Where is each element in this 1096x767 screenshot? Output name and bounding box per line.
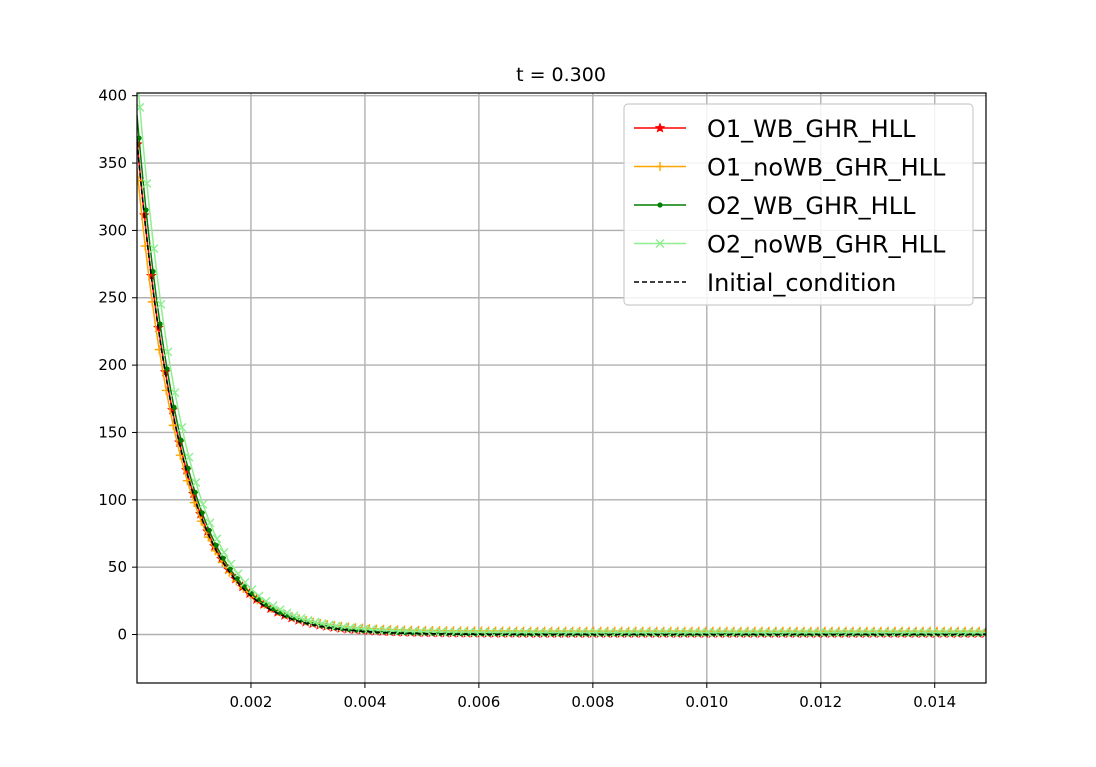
legend-label: O1_noWB_GHR_HLL [707,154,946,182]
x-tick-label: 0.002 [229,693,272,711]
y-tick-label: 250 [98,289,127,307]
plus-marker [168,420,178,430]
x-marker [268,601,278,611]
y-tick-label: 0 [117,626,127,644]
x-marker [261,596,271,606]
x-marker [198,499,208,509]
series-layer [137,93,986,639]
dot-marker [164,366,170,372]
x-marker [655,239,665,248]
series-Initial_condition [137,141,986,636]
y-tick-label: 100 [98,491,127,509]
x-marker [177,422,187,432]
legend-entry: O2_WB_GHR_HLL [634,192,916,220]
dot-marker [657,202,663,208]
x-marker [191,478,201,488]
x-tick-label: 0.004 [343,693,386,711]
x-tick-label: 0.012 [799,693,842,711]
dot-marker [171,404,177,410]
dot-marker [143,207,149,213]
dot-marker [192,489,198,495]
legend-entry: O1_WB_GHR_HLL [634,115,916,143]
x-marker [829,627,839,637]
plus-marker [655,162,665,171]
dot-marker [150,268,156,275]
y-tick-label: 200 [98,356,127,374]
x-marker [212,534,222,544]
x-marker [219,547,229,557]
legend-entry: Initial_condition [634,269,896,297]
dot-marker [206,527,212,533]
x-marker [317,619,327,629]
y-tick-label: 300 [98,221,127,239]
x-marker [149,244,159,254]
legend-entry: O1_noWB_GHR_HLL [634,154,946,182]
legend-entry: O2_noWB_GHR_HLL [634,231,946,259]
y-tick-label: 350 [98,154,127,172]
star-marker [654,122,666,133]
x-tick-label: 0.014 [913,693,956,711]
y-tick-label: 400 [98,87,127,105]
dot-marker [157,321,163,327]
x-marker [254,591,264,601]
x-marker [184,452,194,462]
plus-marker [196,516,206,526]
legend-box [623,103,974,306]
dot-marker [234,575,240,582]
dot-marker [178,437,184,443]
dot-marker [137,135,142,141]
legend-label: O2_noWB_GHR_HLL [707,231,946,259]
x-tick-label: 0.008 [571,693,614,711]
x-marker [156,299,166,309]
dot-marker [220,555,226,561]
x-marker [233,569,243,579]
x-tick-label: 0.010 [685,693,728,711]
x-marker [170,388,180,398]
y-axis: 0 50 100 150 200 250 300 350 400 [98,87,137,644]
y-tick-label: 150 [98,423,127,441]
plus-marker [137,176,143,186]
plot-frame [136,92,987,684]
series-line [137,141,986,636]
x-marker [226,559,236,569]
x-marker [142,179,152,188]
x-marker [240,577,250,587]
x-axis: 0.002 0.004 0.006 0.008 0.010 0.012 0.014 [229,683,956,711]
x-tick-label: 0.006 [457,693,500,711]
grid [137,93,986,683]
chart-title: t = 0.300 [516,64,606,86]
legend-label: Initial_condition [707,269,896,297]
x-marker [661,627,671,637]
legend: O1_WB_GHR_HLL O1_noWB_GHR_HLL O2_WB_GHR_HL… [623,103,974,306]
x-marker [717,627,727,637]
x-marker [773,627,783,637]
x-marker [163,347,173,357]
plot-area [137,93,986,639]
x-marker [205,518,215,528]
legend-label: O1_WB_GHR_HLL [707,115,916,143]
plus-marker [182,476,192,486]
legend-label: O2_WB_GHR_HLL [707,192,916,220]
plus-marker [175,450,185,460]
dot-marker [213,542,219,548]
y-tick-label: 50 [108,558,127,576]
x-marker [604,627,614,637]
